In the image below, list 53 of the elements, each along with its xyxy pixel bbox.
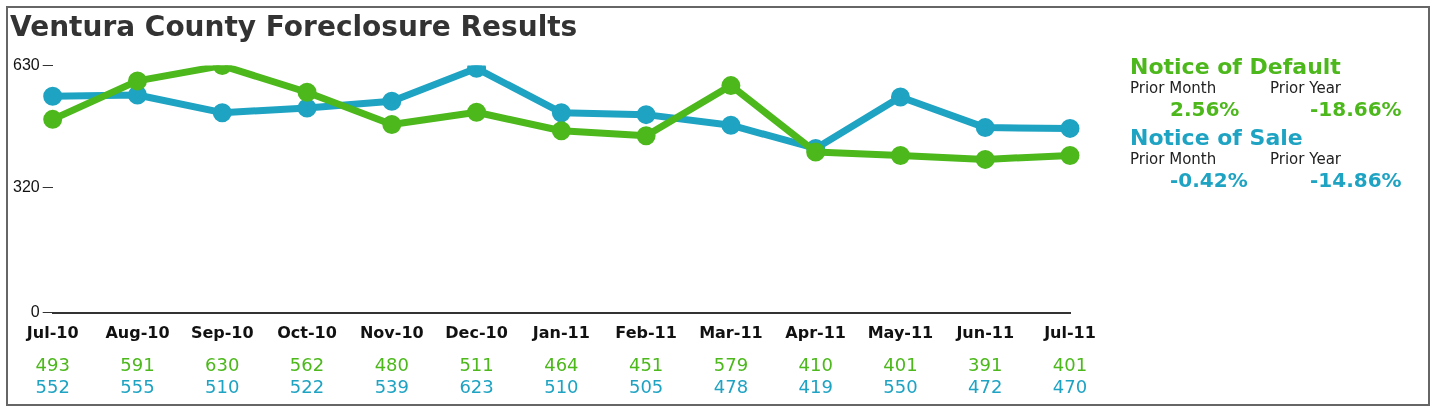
text: Prior Year: [1270, 150, 1342, 168]
x-tick-label: Oct-10: [277, 322, 337, 342]
data-label: 478: [713, 375, 749, 397]
data-label: 480: [374, 353, 409, 375]
data-label: 419: [798, 375, 833, 397]
data-label: 472: [968, 375, 1003, 397]
data-label: 505: [628, 375, 664, 397]
data-label: 451: [628, 353, 664, 375]
y-tick-label: 0: [30, 303, 40, 321]
data-label: 510: [205, 375, 240, 397]
data-label: 539: [374, 375, 409, 397]
data-label: 470: [1052, 375, 1088, 397]
data-label: 550: [883, 375, 918, 397]
data-label: 493: [35, 353, 70, 375]
data-label: 401: [883, 353, 918, 375]
x-tick-label: Jan-11: [531, 322, 590, 342]
x-tick-label: Dec-10: [445, 322, 508, 342]
x-tick-label: Aug-10: [105, 322, 170, 342]
x-tick-label: Apr-11: [785, 322, 846, 342]
x-tick-label: Jul-10: [25, 322, 79, 342]
text: Prior Year: [1270, 79, 1342, 97]
x-tick-label: Feb-11: [615, 322, 677, 342]
x-tick-label: Mar-11: [699, 322, 763, 342]
data-label: 623: [459, 375, 494, 397]
data-label: 552: [35, 375, 70, 397]
text: -0.42%: [1169, 168, 1249, 192]
y-tick-label: 630: [12, 56, 40, 74]
data-label: 630: [205, 353, 240, 375]
text: Notice of Default: [1130, 54, 1342, 79]
x-tick-label: Jul-11: [1043, 322, 1096, 342]
data-label: 401: [1052, 353, 1088, 375]
data-label: 522: [289, 375, 325, 397]
data-label: 391: [968, 353, 1003, 375]
text: -18.66%: [1309, 97, 1403, 121]
chart-title: Ventura County Foreclosure Results: [10, 10, 578, 44]
text: Notice of Sale: [1130, 125, 1304, 150]
x-tick-label: Nov-10: [359, 322, 424, 342]
x-tick-label: Jun-11: [955, 322, 1015, 342]
x-tick-label: May-11: [867, 322, 934, 342]
text: Prior Month: [1130, 150, 1218, 168]
data-label: 511: [459, 353, 494, 375]
data-label: 410: [798, 353, 833, 375]
text: Prior Month: [1130, 79, 1218, 97]
y-tick-label: 320: [12, 177, 40, 195]
data-label: 464: [544, 353, 579, 375]
data-label: 591: [120, 353, 155, 375]
data-label: 579: [713, 353, 749, 375]
text: 2.56%: [1169, 97, 1241, 121]
data-label: 562: [289, 353, 325, 375]
data-label: 510: [544, 375, 579, 397]
data-label: 555: [120, 375, 155, 397]
text: -14.86%: [1309, 168, 1403, 192]
x-tick-label: Sep-10: [190, 322, 254, 342]
